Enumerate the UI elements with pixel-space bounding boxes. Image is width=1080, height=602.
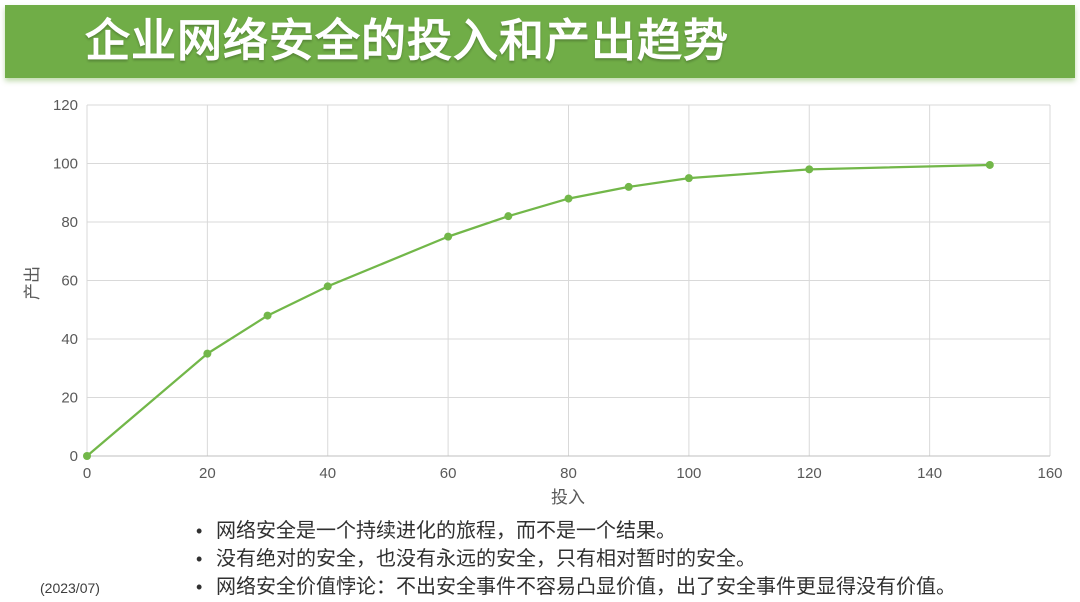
data-point <box>83 452 91 460</box>
x-tick-label: 60 <box>440 465 457 482</box>
y-tick-label: 20 <box>61 390 78 407</box>
title-banner: 企业网络安全的投入和产出趋势 <box>5 5 1075 78</box>
y-axis-title: 产出 <box>23 266 42 300</box>
bullet-item: • 网络安全是一个持续进化的旅程，而不是一个结果。 <box>190 517 1050 545</box>
x-tick-label: 100 <box>676 465 701 482</box>
data-point <box>203 349 212 358</box>
bullet-marker: • <box>196 549 203 569</box>
slide-title: 企业网络安全的投入和产出趋势 <box>85 15 730 66</box>
bullet-text: 网络安全是一个持续进化的旅程，而不是一个结果。 <box>216 520 676 542</box>
chart-area: 0 20 40 60 80 100 120 0 20 40 60 80 100 120 140 160 投入 … <box>0 88 1080 513</box>
data-point <box>444 232 453 241</box>
bullet-item: • 没有绝对的安全，也没有永远的安全，只有相对暂时的安全。 <box>190 545 1050 573</box>
data-point <box>323 282 332 291</box>
x-tick-label: 20 <box>199 465 216 482</box>
bullet-text: 没有绝对的安全，也没有永远的安全，只有相对暂时的安全。 <box>216 548 756 570</box>
y-tick-label: 60 <box>61 273 78 290</box>
data-point <box>504 212 513 221</box>
data-point <box>684 174 693 183</box>
y-tick-label: 40 <box>61 331 78 348</box>
trend-line <box>85 163 991 458</box>
x-tick-label: 0 <box>83 465 91 482</box>
bullet-item: • 网络安全价值悖论：不出安全事件不容易凸显价值，出了安全事件更显得没有价值。 <box>190 573 1050 601</box>
bullet-marker: • <box>196 521 203 541</box>
date-label: (2023/07) <box>40 580 100 596</box>
y-tick-label: 0 <box>70 448 78 465</box>
data-point <box>263 311 272 320</box>
x-tick-label: 120 <box>797 465 822 482</box>
bullet-list: • 网络安全是一个持续进化的旅程，而不是一个结果。 • 没有绝对的安全，也没有永远的安… <box>190 517 1050 601</box>
data-point <box>564 194 573 203</box>
data-point <box>805 165 814 174</box>
y-tick-label: 120 <box>53 97 78 114</box>
x-tick-label: 140 <box>917 465 942 482</box>
data-point <box>985 160 994 169</box>
y-tick-label: 80 <box>61 214 78 231</box>
x-tick-label: 80 <box>560 465 577 482</box>
bullet-text: 网络安全价值悖论：不出安全事件不容易凸显价值，出了安全事件更显得没有价值。 <box>216 576 956 598</box>
x-axis-title: 投入 <box>551 488 585 507</box>
x-tick-label: 40 <box>319 465 336 482</box>
y-tick-label: 100 <box>53 156 78 173</box>
x-tick-label: 160 <box>1037 465 1062 482</box>
data-point <box>624 182 633 191</box>
bullet-marker: • <box>196 577 203 597</box>
